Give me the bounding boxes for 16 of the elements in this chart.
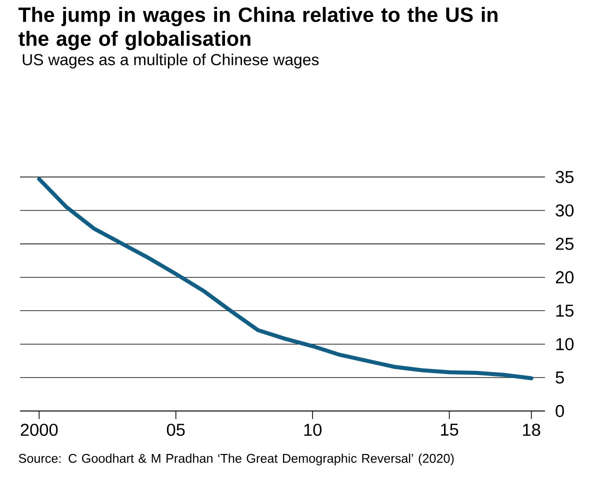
y-tick-label: 0 (556, 404, 564, 418)
chart-subtitle: US wages as a multiple of Chinese wages (22, 54, 319, 68)
y-tick-label: 35 (556, 170, 574, 184)
y-tick-label: 5 (556, 372, 564, 384)
x-tick-label: 2000 (20, 424, 58, 436)
x-tick-label: 10 (304, 424, 322, 436)
y-tick-label: 30 (556, 204, 574, 217)
chart-title: The jump in wages in China relative to the US in the age of globalisation (18, 6, 498, 50)
source-note: Source: C Goodhart & M Pradhan ‘The Great Demographic Reversal’ (2020) (18, 454, 454, 466)
y-tick-label: 20 (556, 271, 574, 284)
x-tick-label: 15 (441, 424, 458, 436)
x-tick-label: 18 (523, 424, 540, 436)
x-tick-label: 05 (166, 424, 185, 436)
y-tick-label: 10 (556, 338, 574, 350)
y-tick-label: 25 (556, 238, 574, 250)
y-tick-label: 15 (556, 304, 574, 317)
